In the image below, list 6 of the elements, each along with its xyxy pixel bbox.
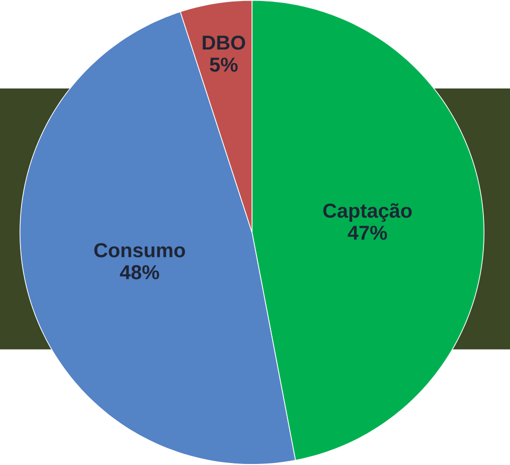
slice-label: DBO [202, 36, 246, 50]
data-label: 48% [120, 265, 160, 280]
data-label: 47% [348, 226, 387, 240]
data-label: 5% [210, 58, 238, 72]
slice-label: Captação [323, 203, 412, 222]
slice-label: Consumo [94, 243, 185, 258]
